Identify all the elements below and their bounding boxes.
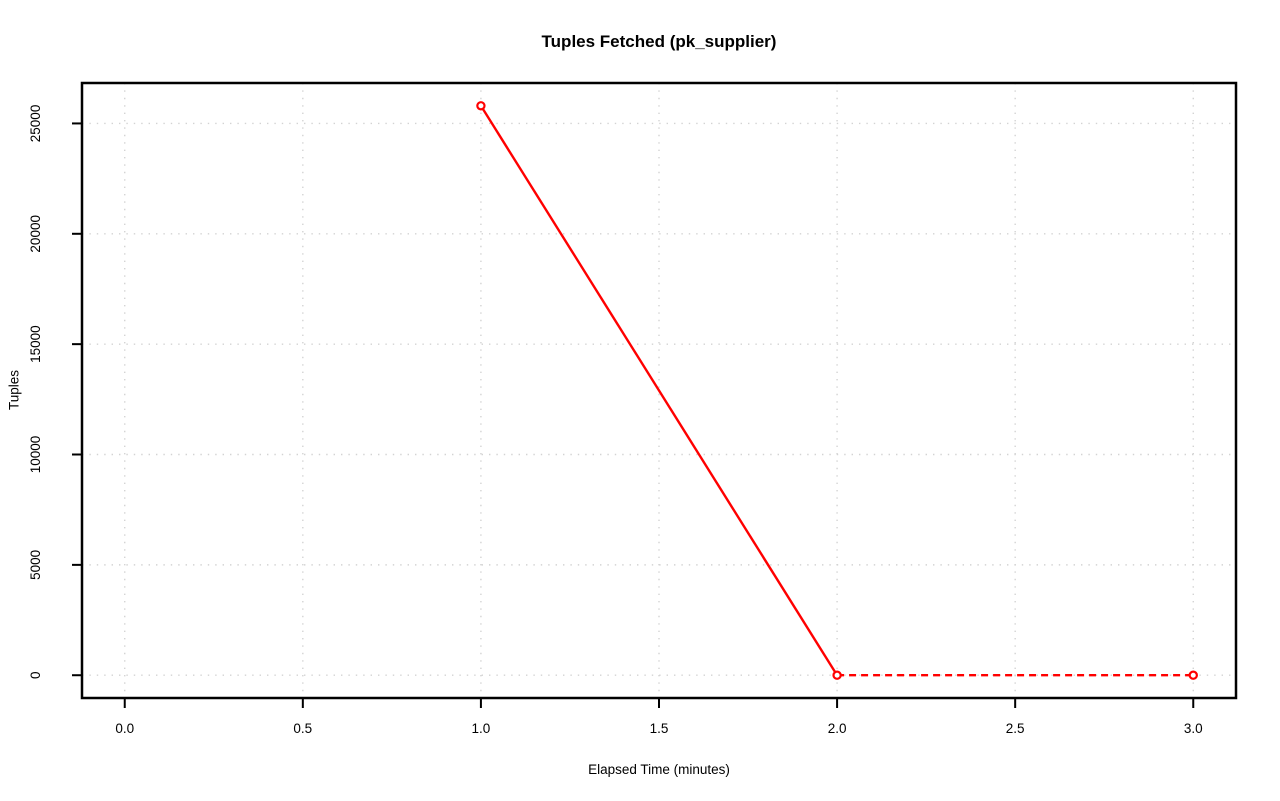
series-line-segment xyxy=(479,105,839,676)
y-axis-label: Tuples xyxy=(6,369,22,411)
series-tuples_fetched xyxy=(476,101,1198,680)
y-axis-tick-label: 0 xyxy=(28,671,43,679)
y-axis-tick-label: 5000 xyxy=(28,550,43,580)
x-axis-tick-label: 2.0 xyxy=(828,721,847,736)
data-point-marker xyxy=(832,670,842,680)
x-axis-tick-label: 2.5 xyxy=(1006,721,1025,736)
data-point-marker xyxy=(1188,670,1198,680)
plot-box xyxy=(80,81,1238,700)
x-axis-label: Elapsed Time (minutes) xyxy=(588,762,730,777)
x-axis-tick-label: 1.5 xyxy=(650,721,669,736)
x-axis-tick-label: 0.5 xyxy=(293,721,312,736)
y-axis-tick-label: 20000 xyxy=(28,215,43,253)
y-axis-tick-label: 15000 xyxy=(28,325,43,363)
data-point-marker xyxy=(476,101,486,111)
chart-title: Tuples Fetched (pk_supplier) xyxy=(541,32,777,51)
y-axis-tick-label: 10000 xyxy=(28,436,43,474)
x-axis-tick-label: 3.0 xyxy=(1184,721,1203,736)
axes: 0.0 0.5 1.0 1.5 2.0 2.5 3.0 0 5000 10000 15000 2000… xyxy=(28,105,1203,736)
y-axis-tick-label: 25000 xyxy=(28,105,43,143)
x-axis-tick-label: 1.0 xyxy=(472,721,491,736)
x-axis-tick-label: 0.0 xyxy=(115,721,134,736)
